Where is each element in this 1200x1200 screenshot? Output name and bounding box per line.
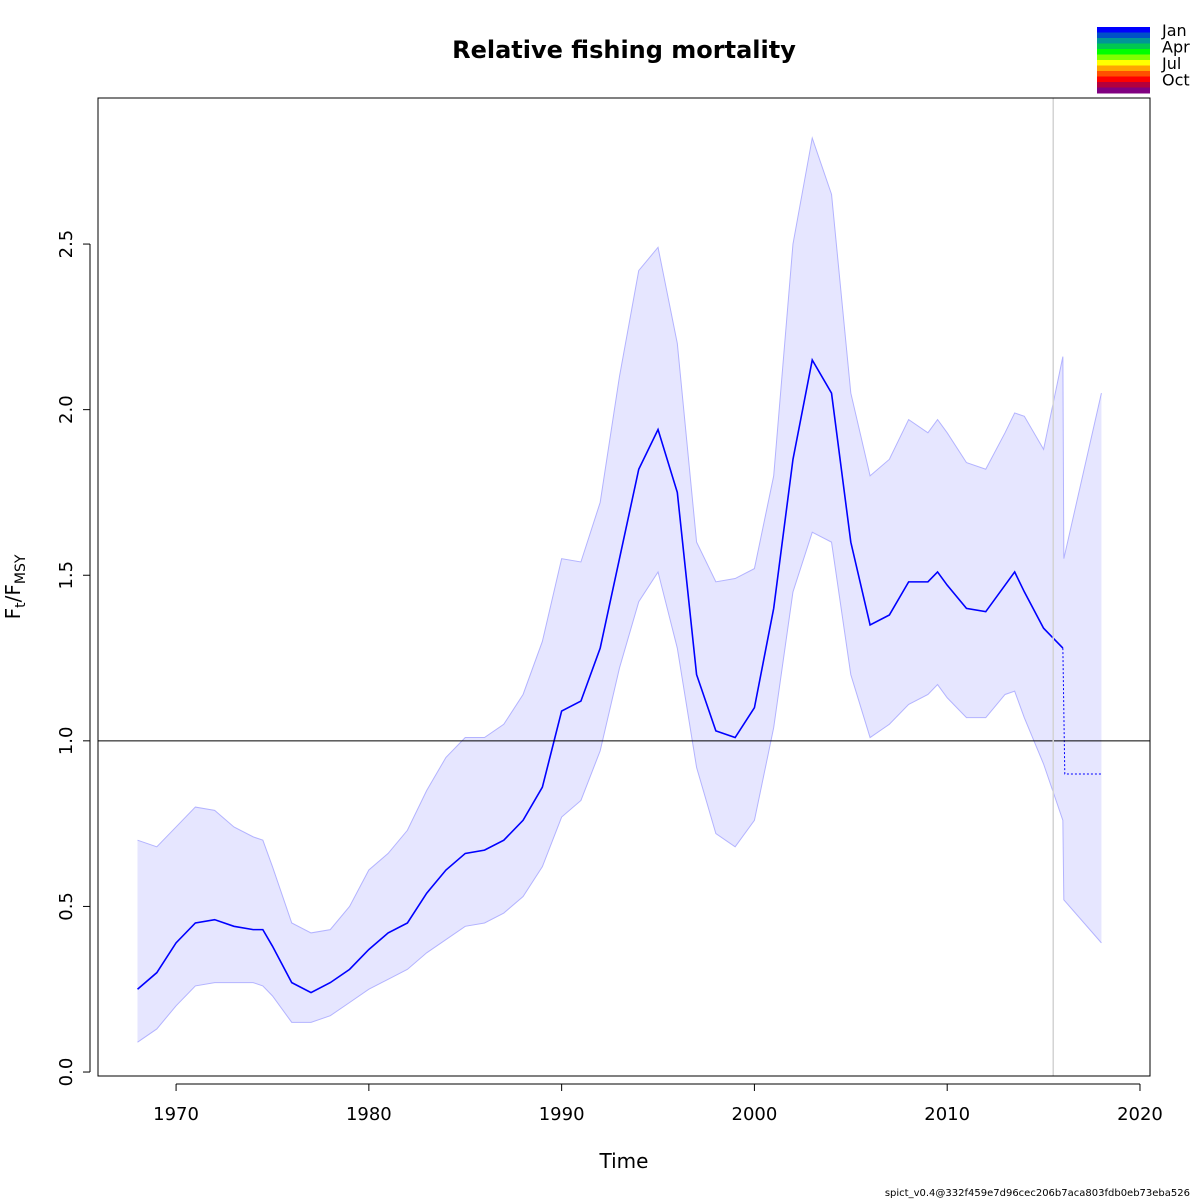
y-tick-label: 1.0	[56, 727, 77, 756]
legend-swatch	[1097, 60, 1150, 66]
y-label-part: /F	[1, 584, 25, 602]
y-tick-label: 2.0	[56, 395, 77, 424]
y-tick-label: 0.0	[56, 1058, 77, 1087]
y-label-part: t	[13, 602, 29, 608]
legend-label: Oct	[1162, 71, 1190, 90]
upper-line	[137, 136, 1102, 934]
ci-band	[137, 138, 1102, 1043]
legend-swatch	[1097, 76, 1150, 83]
x-tick-label: 2000	[732, 1104, 778, 1125]
x-axis-label: Time	[599, 1149, 649, 1173]
legend-swatch	[1097, 87, 1150, 94]
legend-swatch	[1097, 54, 1150, 61]
legend-swatch	[1097, 32, 1150, 39]
y-tick-label: 1.5	[56, 561, 77, 590]
y-label-part: MSY	[13, 554, 29, 584]
estimate-line	[136, 357, 1064, 994]
x-tick-label: 2010	[924, 1104, 970, 1125]
legend-swatch	[1097, 38, 1150, 44]
legend-swatch	[1097, 43, 1150, 50]
y-tick-label: 0.5	[56, 892, 77, 921]
chart-title: Relative fishing mortality	[452, 36, 796, 64]
lower-line	[137, 531, 1102, 1043]
x-tick-label: 1970	[153, 1104, 199, 1125]
legend-label: Jul	[1161, 54, 1181, 73]
legend-swatch	[1097, 27, 1150, 33]
footer: spict_v0.4@332f459e7d96cec206b7aca803fdb…	[885, 1188, 1190, 1199]
y-label-part: F	[1, 608, 25, 620]
legend-label: Jan	[1161, 21, 1187, 40]
y-tick-label: 2.5	[56, 230, 77, 259]
x-tick-label: 1980	[346, 1104, 392, 1125]
x-tick-label: 2020	[1117, 1104, 1163, 1125]
legend-label: Apr	[1162, 38, 1190, 57]
plot-frame	[97, 97, 1151, 1077]
legend-swatch	[1097, 71, 1150, 77]
y-axis-label: Ft/FMSY	[1, 554, 29, 619]
legend-swatch	[1097, 49, 1150, 55]
x-tick-label: 1990	[539, 1104, 585, 1125]
prediction-line	[1062, 648, 1102, 775]
legend-swatch	[1097, 65, 1150, 72]
legend-swatch	[1097, 82, 1150, 88]
